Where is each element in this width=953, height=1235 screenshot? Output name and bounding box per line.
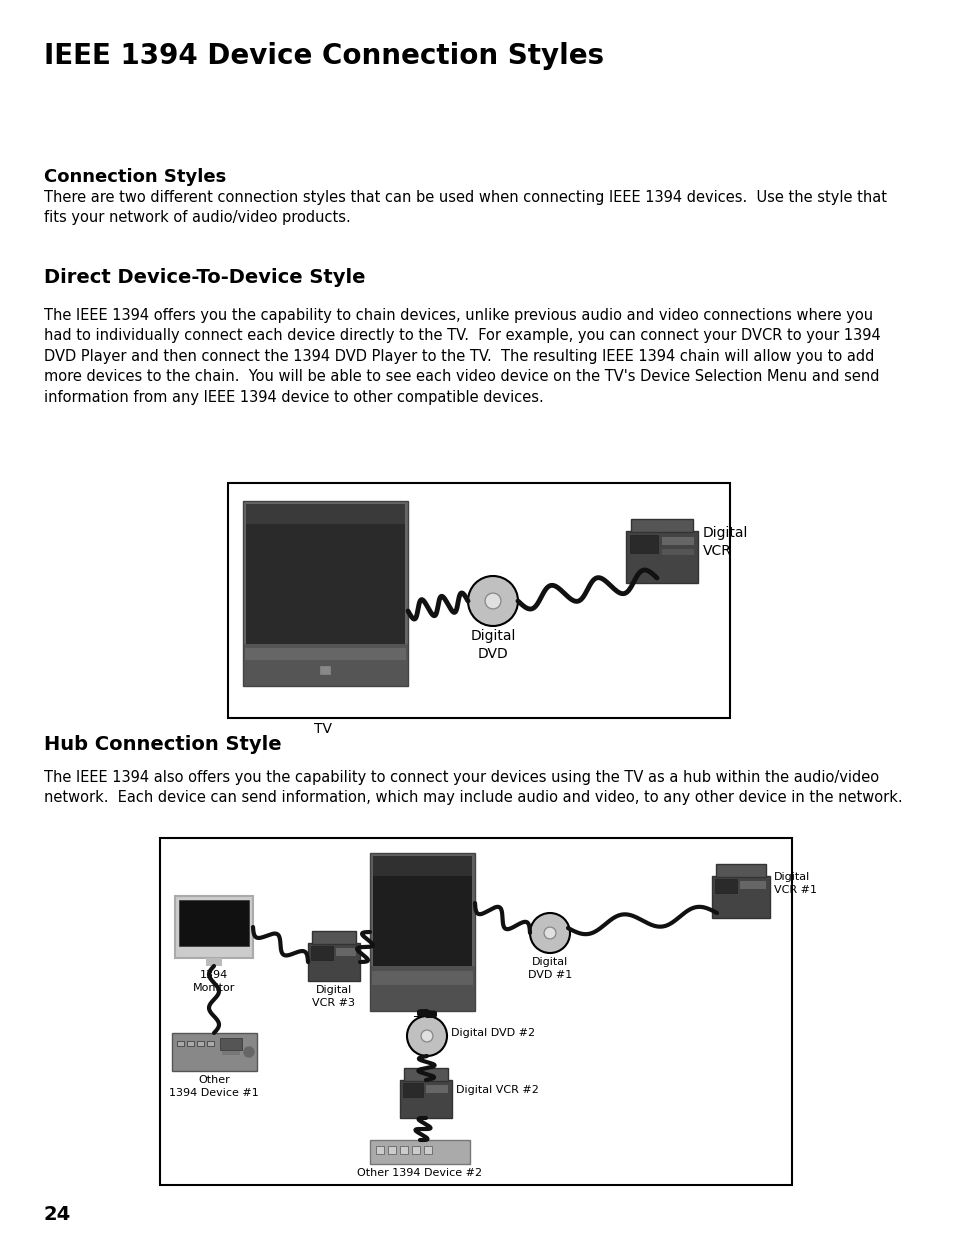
Bar [243,643,408,685]
Text: Digital
VCR: Digital VCR [702,526,747,558]
Bar [311,946,333,960]
Bar [172,1032,256,1071]
Bar [661,550,693,555]
Bar [373,856,472,966]
Bar [399,1146,408,1153]
Circle shape [530,913,569,953]
Text: There are two different connection styles that can be used when connecting IEEE : There are two different connection style… [44,190,886,225]
Text: The IEEE 1394 also offers you the capability to connect your devices using the T: The IEEE 1394 also offers you the capabi… [44,769,902,805]
Bar [402,1083,422,1097]
Bar [179,900,249,946]
Text: IEEE 1394 Device Connection Styles: IEEE 1394 Device Connection Styles [44,42,603,70]
Circle shape [484,593,500,609]
Bar [403,1068,448,1081]
Bar [370,853,475,1011]
Circle shape [407,1016,447,1056]
Bar [246,504,405,524]
Bar [245,648,406,659]
Bar [373,856,472,876]
Bar [160,839,791,1186]
Circle shape [420,1030,433,1042]
Bar [740,881,765,889]
Bar [629,535,658,553]
Bar [370,1140,470,1165]
Bar [243,501,408,685]
Text: 24: 24 [44,1205,71,1224]
Circle shape [244,1047,253,1057]
Text: Digital
VCR #3: Digital VCR #3 [313,986,355,1008]
Text: Digital DVD #2: Digital DVD #2 [451,1028,535,1037]
Bar [423,1146,432,1153]
Bar [661,537,693,545]
Text: Digital
DVD #1: Digital DVD #1 [527,957,572,981]
Text: Digital VCR #2: Digital VCR #2 [456,1086,538,1095]
Text: TV: TV [414,1015,430,1028]
Bar [625,531,698,583]
Bar [372,971,473,986]
Bar [711,876,769,918]
Bar [375,1146,384,1153]
Circle shape [468,576,517,626]
Bar [370,966,475,1011]
Bar [370,853,475,1011]
Text: Digital
VCR #1: Digital VCR #1 [773,872,816,895]
Bar [388,1146,395,1153]
Bar [716,864,765,877]
Bar [412,1146,419,1153]
Text: TV: TV [314,722,332,736]
Bar [177,1041,184,1046]
Bar [228,483,729,718]
Bar [222,1051,240,1055]
Bar [196,1041,204,1046]
Bar [312,931,355,944]
Text: Other
1394 Device #1: Other 1394 Device #1 [169,1074,258,1098]
Bar [335,948,355,956]
Bar [630,519,692,532]
Text: Direct Device-To-Device Style: Direct Device-To-Device Style [44,268,365,287]
Bar [714,879,737,893]
Text: Connection Styles: Connection Styles [44,168,226,186]
Bar [206,958,222,966]
Bar [399,1079,452,1118]
Bar [319,666,330,674]
Bar [207,1041,213,1046]
Circle shape [543,927,556,939]
Bar [426,1086,448,1093]
Text: 1394
Monitor: 1394 Monitor [193,969,235,993]
Bar [308,944,359,981]
Bar [174,897,253,958]
Bar [220,1037,242,1050]
Text: Digital
DVD: Digital DVD [470,629,516,662]
Bar [187,1041,193,1046]
Bar [243,501,408,685]
Text: The IEEE 1394 offers you the capability to chain devices, unlike previous audio : The IEEE 1394 offers you the capability … [44,308,880,405]
Text: Other 1394 Device #2: Other 1394 Device #2 [357,1168,482,1178]
Text: Hub Connection Style: Hub Connection Style [44,735,281,755]
Bar [246,504,405,643]
